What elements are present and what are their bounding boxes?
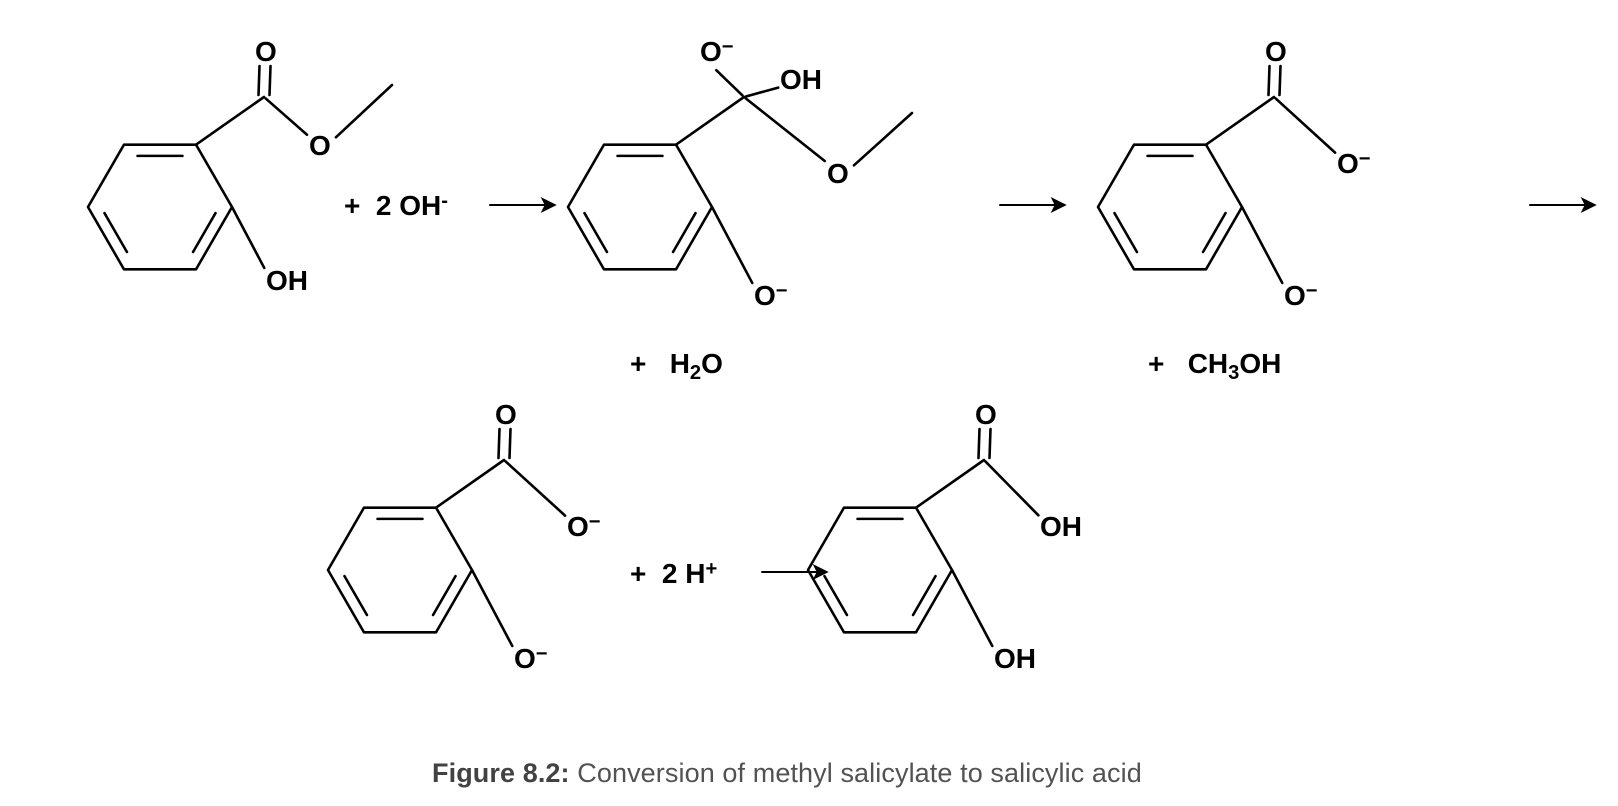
figure-container: OH O O O− O− OH O O− O O− O− O O− OH O OH + 2 OH- + H2O + … — [0, 0, 1618, 806]
label-salicylic-acid-ortho: OH — [994, 643, 1036, 675]
label-salicylic-acid-carbonyl-O: O — [975, 399, 997, 431]
label-tetrahedral-intermediate-Ominus: O− — [700, 36, 734, 68]
figure-caption: Figure 8.2: Conversion of methyl salicyl… — [432, 758, 1142, 789]
label-tetrahedral-intermediate-OH: OH — [780, 64, 822, 96]
label-tetrahedral-intermediate-OMe-O: O — [827, 158, 849, 190]
label-methyl-salicylate-carbonyl-O: O — [255, 36, 277, 68]
label-salicylate-dianion-O: O− — [1337, 148, 1371, 180]
label-salicylate-dianion-2-carbonyl-O: O — [495, 399, 517, 431]
text-plus-2OH: + 2 OH- — [344, 190, 448, 222]
reaction-scheme-svg — [0, 0, 1618, 806]
label-methyl-salicylate-ortho: OH — [266, 265, 308, 297]
text-plus-CH3OH: + CH3OH — [1148, 348, 1281, 385]
figure-number: Figure 8.2: — [432, 758, 570, 788]
label-tetrahedral-intermediate-ortho: O− — [754, 280, 788, 312]
figure-caption-text: Conversion of methyl salicylate to salic… — [570, 758, 1142, 788]
label-salicylate-dianion-carbonyl-O: O — [1265, 36, 1287, 68]
text-plus-2H: + 2 H+ — [630, 558, 717, 590]
label-salicylic-acid-O: OH — [1040, 511, 1082, 543]
label-methyl-salicylate-O: O — [309, 130, 331, 162]
label-salicylate-dianion-2-ortho: O− — [514, 643, 548, 675]
label-salicylate-dianion-2-O: O− — [567, 511, 601, 543]
text-plus-H2O: + H2O — [630, 348, 723, 385]
label-salicylate-dianion-ortho: O− — [1284, 280, 1318, 312]
